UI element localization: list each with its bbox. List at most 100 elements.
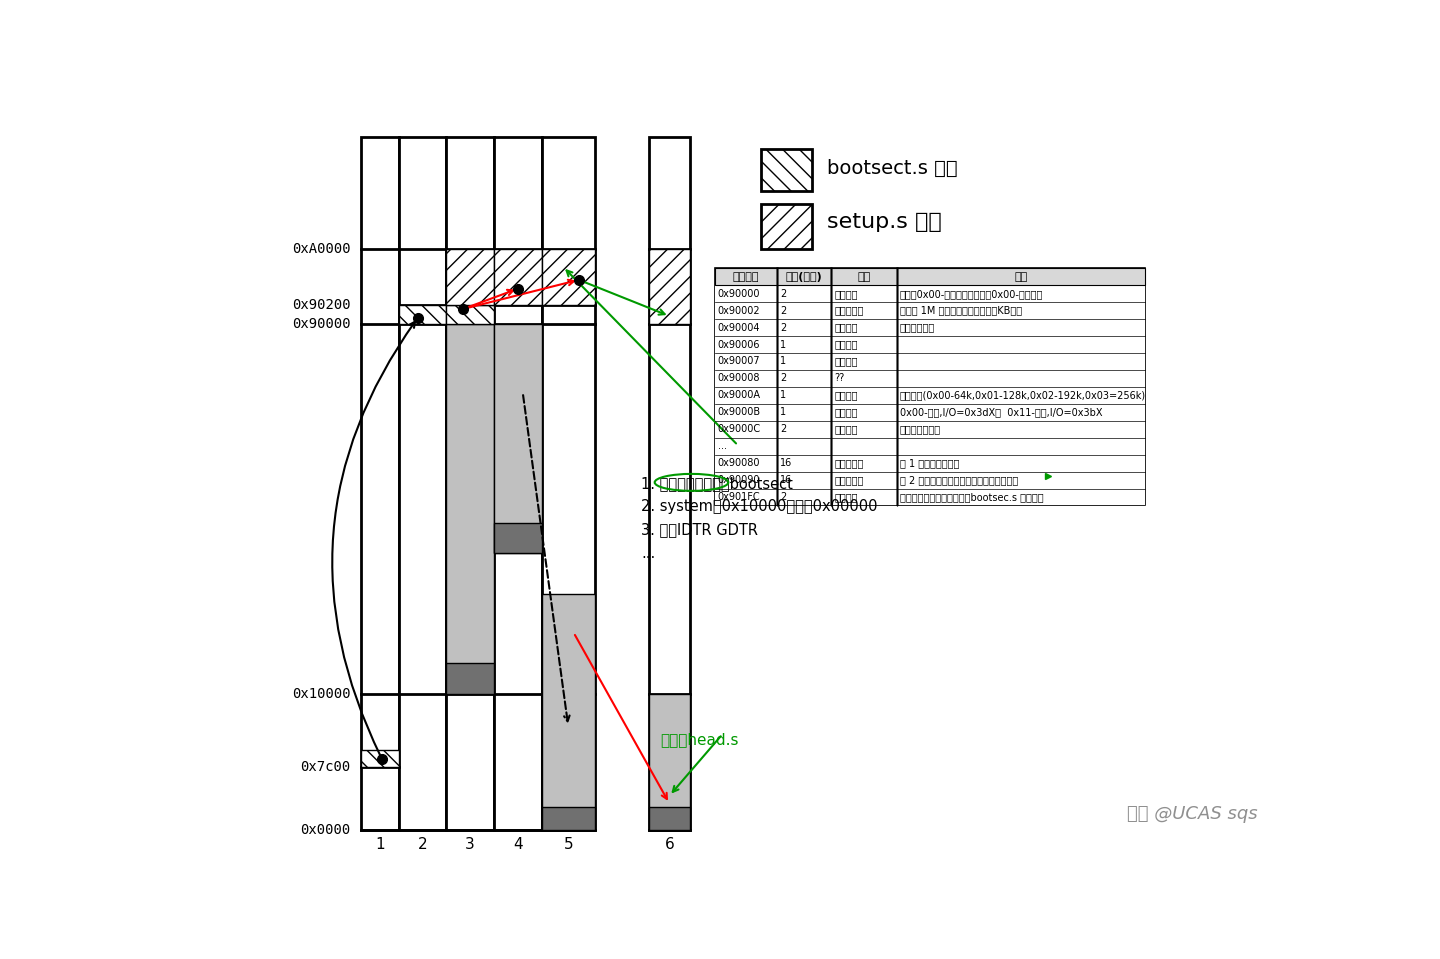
Bar xyxy=(541,137,595,830)
Text: 扩展内存数: 扩展内存数 xyxy=(834,306,864,316)
Text: 16: 16 xyxy=(780,458,792,468)
Text: 0x901FC: 0x901FC xyxy=(719,492,760,502)
Text: 2: 2 xyxy=(780,373,786,384)
Text: 字符列数: 字符列数 xyxy=(834,357,858,366)
Bar xyxy=(446,305,494,324)
Text: 2: 2 xyxy=(418,837,428,852)
Bar xyxy=(360,750,399,767)
Text: 0x90008: 0x90008 xyxy=(719,373,760,384)
Bar xyxy=(494,324,541,553)
Bar xyxy=(446,137,494,830)
Bar xyxy=(541,594,595,830)
Text: 1: 1 xyxy=(780,357,786,366)
Text: 2. system从0x10000移动到0x00000: 2. system从0x10000移动到0x00000 xyxy=(641,500,877,514)
Text: 0x10000: 0x10000 xyxy=(292,687,350,701)
Bar xyxy=(714,488,1145,505)
Bar xyxy=(541,249,595,305)
Text: setup.s 程序: setup.s 程序 xyxy=(827,212,942,232)
Text: 显示页面: 显示页面 xyxy=(834,322,858,333)
Bar xyxy=(399,305,446,324)
Bar xyxy=(714,336,1145,353)
Text: 名称: 名称 xyxy=(857,271,871,282)
Text: 显示内存(0x00-64k,0x01-128k,0x02-192k,0x03=256k): 显示内存(0x00-64k,0x01-128k,0x02-192k,0x03=2… xyxy=(900,390,1146,400)
Text: 2: 2 xyxy=(780,424,786,434)
Text: 根设备号: 根设备号 xyxy=(834,492,858,502)
Text: 显示模式: 显示模式 xyxy=(834,339,858,349)
Text: 内存地址: 内存地址 xyxy=(733,271,759,282)
Text: 跳转到head.s: 跳转到head.s xyxy=(661,732,739,747)
Text: 系统从 1M 开始的扩展内存数值（KB）。: 系统从 1M 开始的扩展内存数值（KB）。 xyxy=(900,306,1022,316)
Bar xyxy=(649,807,690,830)
Bar xyxy=(762,149,812,191)
Text: 16: 16 xyxy=(780,475,792,485)
Bar xyxy=(494,523,541,553)
Bar xyxy=(714,455,1145,472)
Text: ??: ?? xyxy=(834,373,844,384)
Text: 0xA0000: 0xA0000 xyxy=(292,242,350,256)
Bar xyxy=(446,324,494,694)
Text: 0x90007: 0x90007 xyxy=(719,357,760,366)
Text: 0x90002: 0x90002 xyxy=(719,306,760,316)
Bar xyxy=(714,386,1145,404)
Bar xyxy=(494,137,541,830)
Bar xyxy=(446,664,494,694)
Text: ...: ... xyxy=(641,546,655,560)
Text: ...: ... xyxy=(719,441,727,451)
Text: 2: 2 xyxy=(780,289,786,298)
Bar xyxy=(714,404,1145,421)
Bar xyxy=(446,249,494,305)
Bar xyxy=(714,302,1145,319)
Text: 0x90200: 0x90200 xyxy=(292,298,350,313)
Text: 0x9000A: 0x9000A xyxy=(719,390,760,400)
Text: 6: 6 xyxy=(664,837,674,852)
Text: 0x7c00: 0x7c00 xyxy=(301,760,350,774)
Text: bootsect.s 程序: bootsect.s 程序 xyxy=(827,158,958,177)
Text: 5: 5 xyxy=(563,837,573,852)
Bar xyxy=(714,353,1145,370)
Bar xyxy=(360,137,399,830)
Text: 0x90080: 0x90080 xyxy=(719,458,760,468)
Text: 0x9000B: 0x9000B xyxy=(719,408,760,417)
Bar xyxy=(714,319,1145,336)
Text: 3. 加载IDTR GDTR: 3. 加载IDTR GDTR xyxy=(641,523,757,537)
Bar xyxy=(714,269,1145,505)
Text: 第 2 个硬盘的参数表（如果没有，则清零）: 第 2 个硬盘的参数表（如果没有，则清零） xyxy=(900,475,1018,485)
Text: 0x90006: 0x90006 xyxy=(719,339,760,349)
Text: 知乎 @UCAS sqs: 知乎 @UCAS sqs xyxy=(1126,805,1257,823)
Bar xyxy=(762,204,812,249)
Text: 第 1 个硬盘的参数表: 第 1 个硬盘的参数表 xyxy=(900,458,959,468)
Text: 0x90004: 0x90004 xyxy=(719,322,760,333)
Text: 0x90090: 0x90090 xyxy=(719,475,760,485)
Text: 根文件系统所在的设备号（bootsec.s 中设置）: 根文件系统所在的设备号（bootsec.s 中设置） xyxy=(900,492,1044,502)
Text: 1. 读系统数据，覆盖bootsect: 1. 读系统数据，覆盖bootsect xyxy=(641,477,793,491)
Text: 描述: 描述 xyxy=(1014,271,1028,282)
Text: 显示卡特性参数: 显示卡特性参数 xyxy=(900,424,942,434)
Text: 3: 3 xyxy=(465,837,475,852)
Bar xyxy=(649,137,690,830)
Text: 0x0000: 0x0000 xyxy=(301,824,350,837)
Bar xyxy=(649,694,690,830)
Bar xyxy=(399,137,446,830)
Bar xyxy=(714,269,1145,285)
Text: 1: 1 xyxy=(780,408,786,417)
Bar xyxy=(714,437,1145,455)
Bar xyxy=(494,249,541,305)
Text: 光标位置: 光标位置 xyxy=(834,289,858,298)
Bar xyxy=(714,421,1145,437)
Text: 4: 4 xyxy=(513,837,523,852)
Bar xyxy=(714,285,1145,302)
Text: 0x90000: 0x90000 xyxy=(292,316,350,331)
Text: 列号（0x00-最左端），行号（0x00-最顶端）: 列号（0x00-最左端），行号（0x00-最顶端） xyxy=(900,289,1044,298)
Text: 0x00-彩色,I/O=0x3dX；  0x11-单色,I/O=0x3bX: 0x00-彩色,I/O=0x3dX； 0x11-单色,I/O=0x3bX xyxy=(900,408,1103,417)
Bar xyxy=(649,249,690,324)
Text: 1: 1 xyxy=(780,390,786,400)
Text: 0x9000C: 0x9000C xyxy=(719,424,760,434)
Text: 2: 2 xyxy=(780,322,786,333)
Text: 显示内存: 显示内存 xyxy=(834,390,858,400)
Text: 1: 1 xyxy=(780,339,786,349)
Bar xyxy=(714,370,1145,386)
Text: 硬盘参数表: 硬盘参数表 xyxy=(834,475,864,485)
Text: 2: 2 xyxy=(780,492,786,502)
Text: 硬盘参数表: 硬盘参数表 xyxy=(834,458,864,468)
Text: 长度(字节): 长度(字节) xyxy=(785,271,822,282)
